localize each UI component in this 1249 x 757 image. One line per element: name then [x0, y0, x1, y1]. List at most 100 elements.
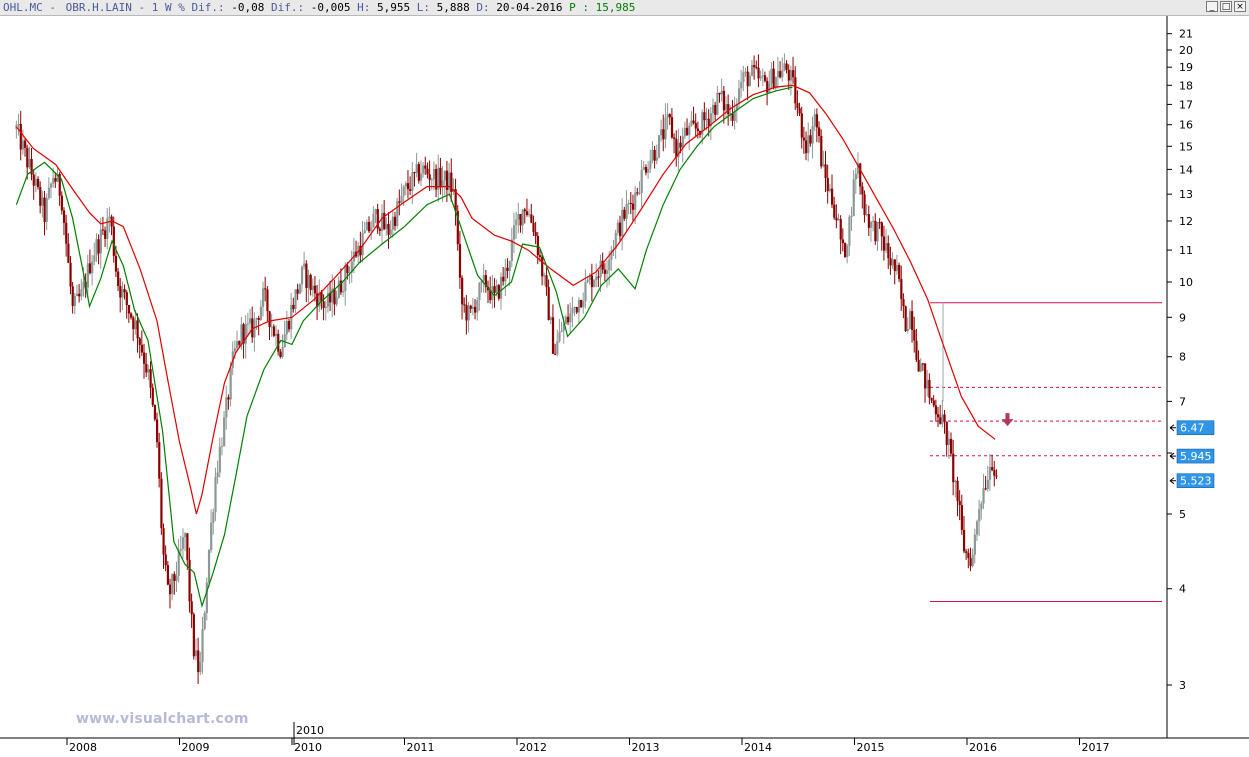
- candle-body: [973, 534, 976, 555]
- candle-body: [941, 414, 944, 424]
- candle-body: [17, 123, 20, 126]
- candle-body: [188, 559, 191, 602]
- candle-body: [456, 210, 459, 245]
- candle-body: [424, 165, 427, 169]
- candle-body: [720, 90, 723, 95]
- candle-body: [374, 209, 377, 215]
- candle-body: [493, 286, 496, 293]
- candle-body: [281, 347, 284, 357]
- candle-body: [872, 220, 875, 222]
- p-label: P :: [569, 1, 589, 14]
- y-tick-label: 12: [1179, 215, 1193, 228]
- date-label: D:: [476, 1, 490, 14]
- candle-body: [831, 188, 834, 205]
- price-chart[interactable]: 3456789101112131415161718192021 20082009…: [0, 16, 1249, 757]
- candle-body: [904, 306, 907, 332]
- y-tick-label: 20: [1179, 44, 1193, 57]
- x-tick-label: 2017: [1082, 741, 1110, 754]
- candle-body: [75, 293, 79, 297]
- candle-body: [549, 317, 552, 321]
- candle-body: [761, 75, 764, 77]
- candle-body: [673, 137, 676, 139]
- candle-body: [415, 164, 418, 173]
- candle-body: [839, 218, 842, 240]
- candle-body: [930, 397, 933, 401]
- candle-body: [305, 263, 308, 288]
- candle-body: [218, 446, 221, 473]
- candle-body: [257, 318, 260, 320]
- candle-body: [757, 67, 760, 79]
- y-tick-label: 11: [1179, 244, 1193, 257]
- cursor-date-label: 2010: [296, 724, 324, 737]
- candle-body: [595, 276, 598, 281]
- candle-body: [891, 259, 894, 266]
- candle-body: [625, 204, 628, 219]
- candle-body: [978, 509, 981, 522]
- candle-body: [971, 554, 974, 567]
- candle-body: [499, 276, 503, 299]
- candle-body: [670, 117, 674, 138]
- maximize-button[interactable]: □: [1220, 1, 1232, 12]
- candle-body: [242, 324, 245, 344]
- candle-body: [207, 550, 211, 583]
- candle-body: [716, 92, 719, 115]
- candle-body: [833, 204, 836, 218]
- minimize-button[interactable]: _: [1206, 1, 1218, 12]
- candle-body: [960, 505, 964, 530]
- candle-body: [692, 120, 695, 123]
- moving-average-red: [15, 84, 996, 515]
- candle-body: [562, 323, 565, 331]
- candle-body: [668, 114, 671, 118]
- y-tick-label: 9: [1179, 311, 1186, 324]
- candle-body: [264, 288, 267, 290]
- candle-body: [621, 209, 624, 237]
- candle-body: [285, 320, 289, 335]
- candle-body: [824, 164, 827, 179]
- candle-body: [530, 214, 533, 223]
- candle-body: [701, 112, 704, 135]
- candle-body: [268, 311, 271, 328]
- close-button[interactable]: ×: [1234, 1, 1246, 12]
- candle-body: [567, 316, 570, 323]
- candle-body: [471, 306, 475, 309]
- candle-body: [943, 414, 946, 422]
- candle-body: [991, 466, 994, 471]
- candle-body: [740, 82, 743, 89]
- candle-body: [649, 160, 652, 169]
- candle-body: [727, 104, 730, 115]
- candle-body: [69, 262, 72, 287]
- candle-body: [569, 313, 572, 323]
- candle-body: [787, 69, 790, 81]
- candle-body: [861, 186, 864, 195]
- candle-body: [774, 77, 777, 89]
- candle-body: [770, 68, 773, 84]
- y-tick-label: 4: [1179, 583, 1186, 596]
- candle-body: [826, 178, 829, 192]
- candle-body: [97, 239, 100, 254]
- down-arrow-icon: [1001, 413, 1014, 427]
- y-tick-label: 3: [1179, 679, 1186, 692]
- candle-body: [199, 662, 202, 673]
- candle-body: [465, 305, 468, 321]
- candle-body: [106, 218, 109, 239]
- candle-body: [863, 194, 866, 215]
- candle-body: [560, 330, 563, 333]
- candle-body: [37, 178, 40, 188]
- candle-body: [82, 281, 85, 290]
- candle-body: [212, 512, 215, 523]
- candle-body: [895, 264, 899, 272]
- candle-body: [361, 233, 364, 256]
- candle-body: [287, 320, 291, 330]
- candle-body: [400, 195, 403, 203]
- candle-body: [655, 157, 658, 161]
- high-value: 5,955: [376, 1, 411, 14]
- dif-pct-label: % Dif.:: [178, 1, 225, 14]
- candle-body: [71, 286, 74, 307]
- candle-body: [342, 291, 345, 293]
- candle-body: [828, 188, 832, 192]
- price-pointer: [1169, 452, 1176, 460]
- candle-body: [52, 178, 55, 184]
- candle-body: [679, 142, 682, 148]
- candle-body: [662, 129, 665, 140]
- candle-body: [495, 285, 498, 293]
